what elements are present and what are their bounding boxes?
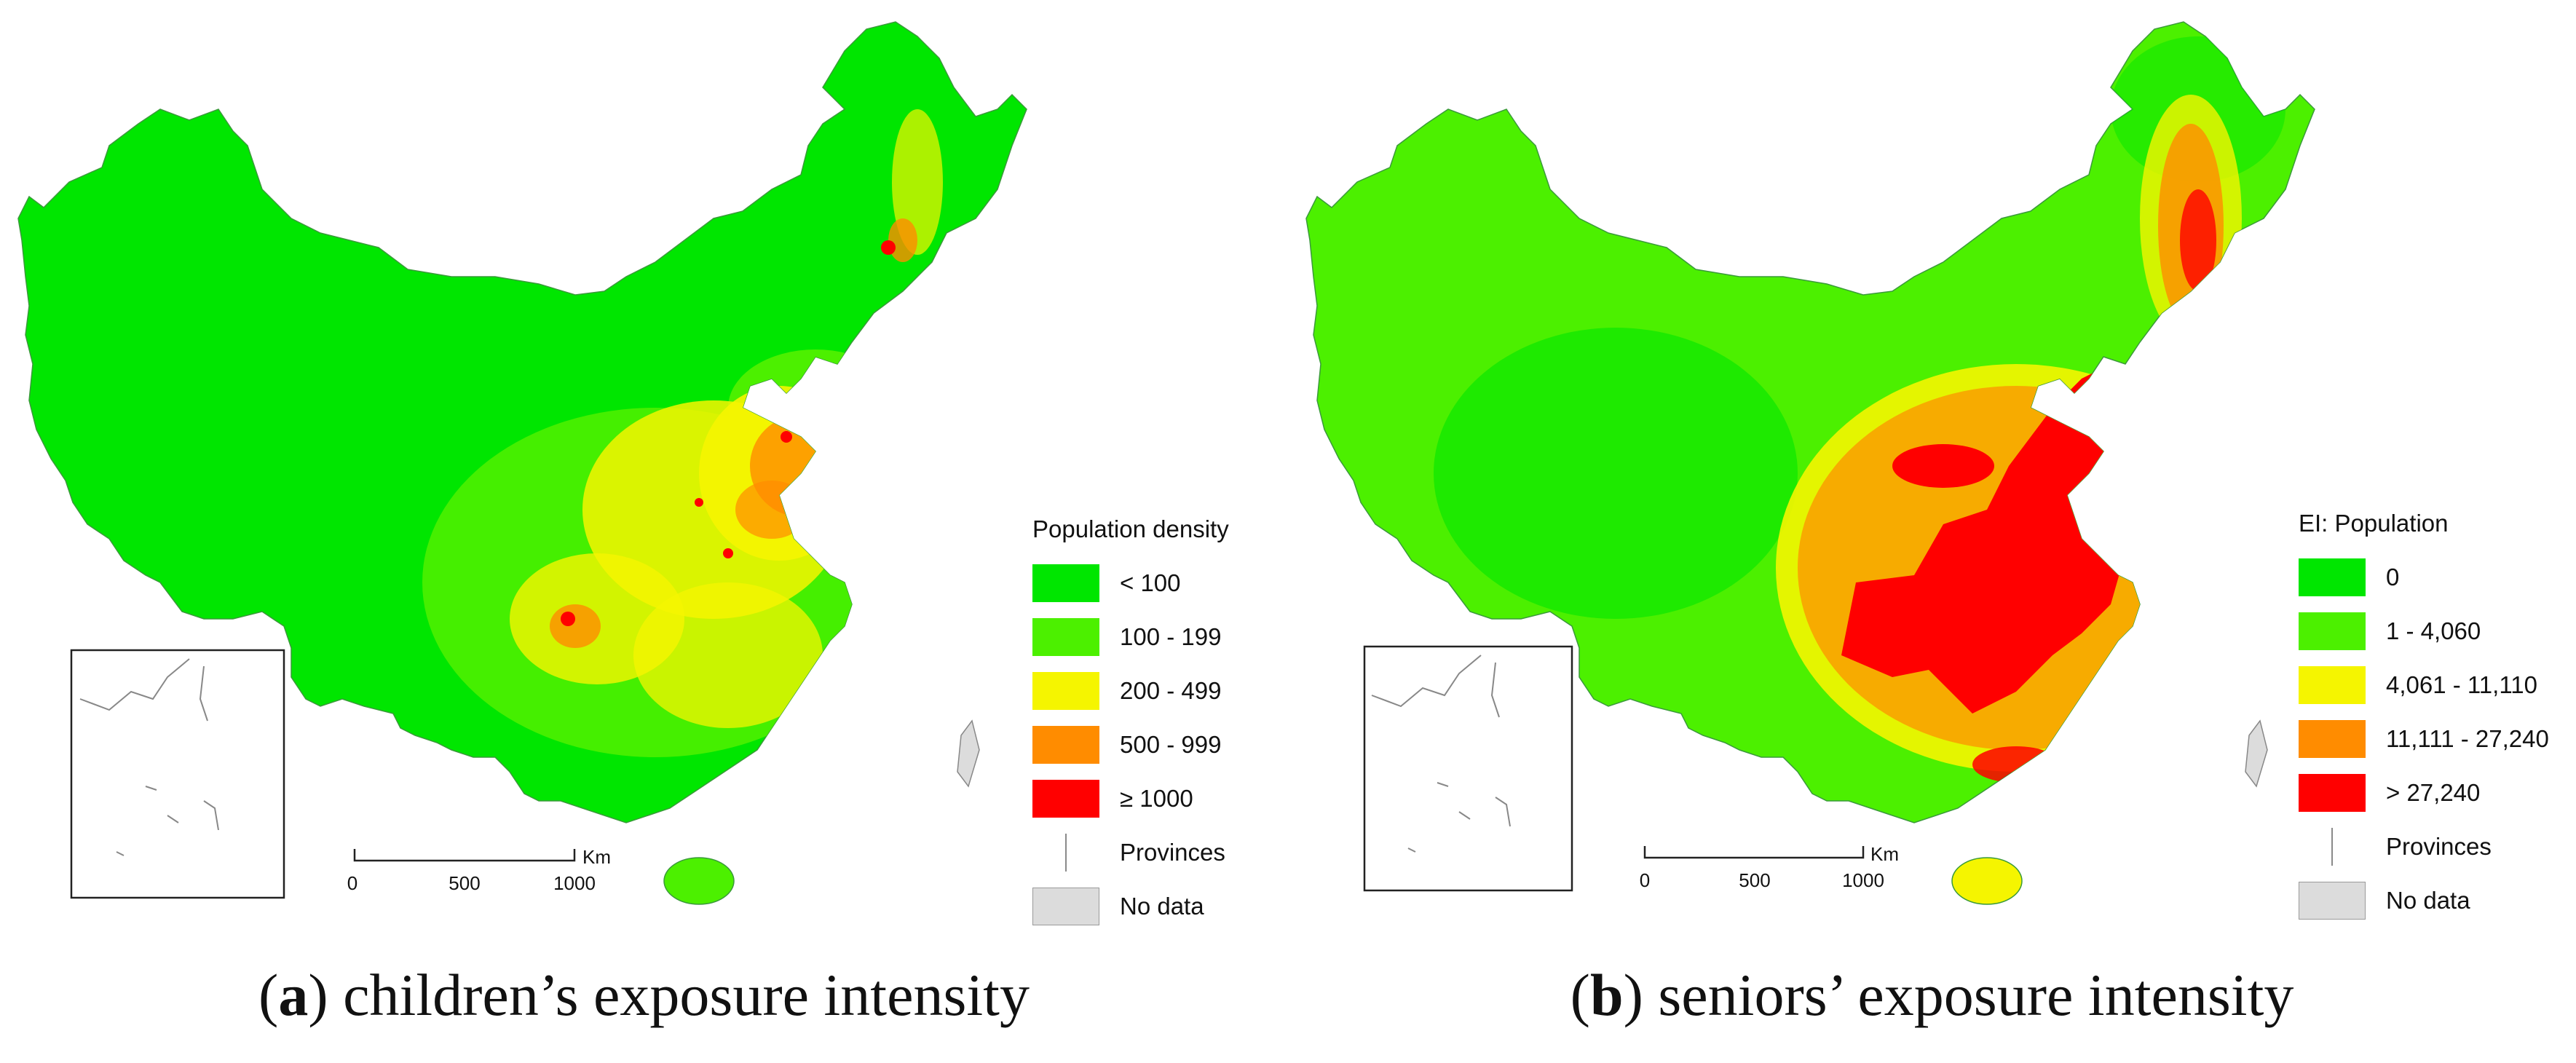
legend-label: 0 [2386,564,2400,590]
scale-tick-500-a: 500 [449,872,480,894]
panel-a-children: 0 500 1000 Km Population density < 100 1… [17,21,1229,1028]
legend-label: ≥ 1000 [1120,785,1193,812]
legend-title-a: Population density [1032,515,1229,542]
legend-swatch [2299,612,2366,650]
legend-swatch [1032,780,1099,818]
legend-swatch [1032,564,1099,602]
scale-tick-0-b: 0 [1640,869,1650,891]
legend-label-nodata: No data [1120,893,1204,920]
legend-a: Population density < 100 100 - 199 200 -… [1032,515,1229,933]
legend-item-nodata: No data [2299,874,2549,928]
legend-swatch [2299,774,2366,812]
provinces-line-icon [1032,834,1099,872]
scale-bar-b: 0 500 1000 Km [1640,843,1899,891]
legend-item-provinces: Provinces [2299,820,2549,874]
caption-b: (b) seniors’ exposure intensity [1570,962,2294,1028]
caption-text-b: seniors’ exposure intensity [1658,962,2294,1028]
scale-tick-1000-a: 1000 [553,872,596,894]
legend-label: 11,111 - 27,240 [2386,725,2549,752]
legend-item: 1 - 4,060 [2299,604,2549,658]
caption-a: (a) children’s exposure intensity [258,962,1030,1028]
hainan-island-b [1951,857,2023,905]
legend-swatch [1032,726,1099,764]
legend-title-b: EI: Population [2299,510,2449,537]
legend-label: 500 - 999 [1120,731,1222,758]
legend-item-provinces: Provinces [1032,826,1229,880]
caption-letter-a: a [278,962,309,1028]
legend-label-provinces: Provinces [2386,833,2492,860]
legend-item: < 100 [1032,556,1229,610]
legend-item-nodata: No data [1032,880,1229,933]
taiwan-nodata-a [957,719,980,788]
legend-swatch [1032,672,1099,710]
scale-bar-a: 0 500 1000 Km [347,846,611,894]
scale-unit-b: Km [1870,843,1899,865]
scale-unit-a: Km [582,846,611,868]
legend-label: 200 - 499 [1120,677,1222,704]
legend-swatch [2299,558,2366,596]
caption-text-a: children’s exposure intensity [343,962,1030,1028]
provinces-line-icon [2299,828,2366,866]
panel-b-seniors: 0 500 1000 Km EI: Population 0 1 - 4,060… [1288,0,2576,1063]
taiwan-nodata-b [2245,719,2268,788]
scale-tick-0-a: 0 [347,872,357,894]
legend-swatch [2299,720,2366,758]
legend-item: 0 [2299,550,2549,604]
inset-map-a [70,649,285,899]
legend-label: > 27,240 [2386,779,2481,806]
legend-label: < 100 [1120,569,1181,596]
legend-item: 4,061 - 11,110 [2299,658,2549,712]
legend-item: 11,111 - 27,240 [2299,712,2549,766]
legend-label: 4,061 - 11,110 [2386,671,2537,698]
legend-swatch [2299,666,2366,704]
legend-item: ≥ 1000 [1032,772,1229,826]
inset-map-b [1363,645,1573,892]
scale-tick-500-b: 500 [1739,869,1770,891]
legend-b: EI: Population 0 1 - 4,060 4,061 - 11,11… [2299,510,2549,928]
scale-tick-1000-b: 1000 [1842,869,1884,891]
legend-label: 100 - 199 [1120,623,1222,650]
legend-swatch-nodata [1032,888,1099,925]
hainan-island-a [663,857,735,905]
legend-label-provinces: Provinces [1120,839,1225,866]
map-children-exposure: 0 500 1000 Km [17,21,1027,905]
legend-item: 500 - 999 [1032,718,1229,772]
legend-label-nodata: No data [2386,887,2470,914]
map-seniors-exposure: 0 500 1000 Km [1305,21,2315,905]
legend-item: 200 - 499 [1032,664,1229,718]
legend-swatch [1032,618,1099,656]
legend-swatch-nodata [2299,882,2366,920]
legend-item: > 27,240 [2299,766,2549,820]
legend-item: 100 - 199 [1032,610,1229,664]
legend-label: 1 - 4,060 [2386,617,2481,644]
caption-letter-b: b [1589,962,1624,1028]
